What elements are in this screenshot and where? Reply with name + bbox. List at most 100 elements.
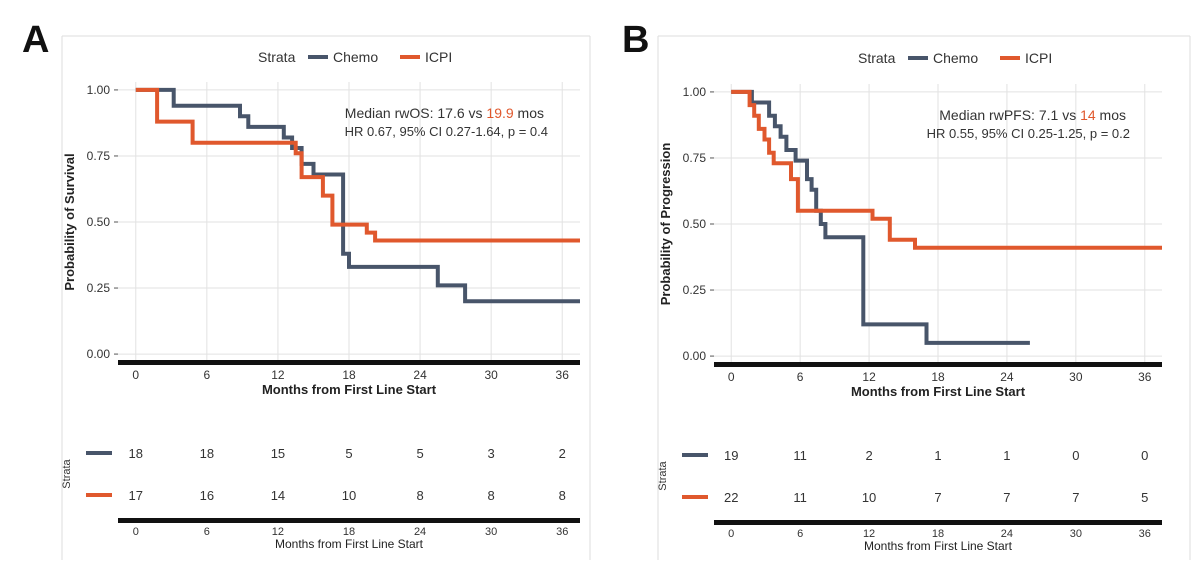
legend-entry-chemo: Chemo (908, 50, 978, 66)
y-tick-label: 0.50 (683, 217, 707, 231)
risk-count: 8 (416, 488, 423, 503)
risk-count: 14 (271, 488, 285, 503)
x-axis-label: Months from First Line Start (851, 384, 1026, 399)
risk-table-axis-line (118, 518, 580, 523)
x-tick-label: 36 (1138, 370, 1152, 384)
x-tick-label: 18 (931, 370, 945, 384)
gridlines (714, 84, 1162, 364)
risk-table-tick-label: 12 (272, 526, 284, 538)
x-tick-label: 0 (728, 370, 735, 384)
legend-label-icpi: ICPI (425, 49, 452, 65)
risk-count: 11 (793, 448, 807, 463)
risk-count: 10 (862, 490, 876, 505)
risk-table-tick-label: 30 (1070, 528, 1082, 540)
legend: Strata Chemo ICPI (858, 50, 1052, 66)
risk-table-xlabel: Months from First Line Start (275, 537, 424, 551)
risk-table-tick-label: 24 (1001, 528, 1013, 540)
risk-count: 18 (129, 446, 143, 461)
legend-label-chemo: Chemo (333, 49, 378, 65)
risk-count: 2 (559, 446, 566, 461)
risk-row-icpi: 22 11 10 7 7 7 5 (682, 490, 1148, 505)
risk-table-tick-label: 6 (797, 528, 803, 540)
risk-row-icpi: 17 16 14 10 8 8 8 (86, 488, 566, 503)
risk-count: 18 (200, 446, 214, 461)
risk-count: 15 (271, 446, 285, 461)
risk-count: 5 (416, 446, 423, 461)
risk-count: 10 (342, 488, 356, 503)
x-axis-line (118, 360, 580, 365)
y-tick-label: 1.00 (683, 85, 707, 99)
risk-table-tick-label: 12 (863, 528, 875, 540)
risk-table-tick-label: 18 (343, 526, 355, 538)
x-tick-label: 12 (862, 370, 876, 384)
x-tick-label: 30 (1069, 370, 1083, 384)
risk-table: 18 18 15 5 5 3 2 17 16 14 10 8 8 8 Strata 0 6 12 18 24 30 36 M… (61, 446, 580, 551)
legend-label-icpi: ICPI (1025, 50, 1052, 66)
risk-table-tick-label: 0 (728, 528, 734, 540)
km-figure-b: B Strata Chemo ICPI 0.00 0.25 0.50 0.75 1.00 Medi… (622, 19, 1191, 560)
risk-count: 2 (865, 448, 872, 463)
risk-table-tick-label: 36 (556, 526, 568, 538)
risk-count: 0 (1141, 448, 1148, 463)
km-curve-chemo (135, 87, 580, 304)
y-tick-label: 0.25 (87, 281, 111, 295)
risk-table-ylabel: Strata (657, 460, 669, 490)
panel-letter: B (622, 19, 649, 61)
annotation-median-prefix: Median rwPFS: 7.1 vs (939, 107, 1080, 123)
risk-count: 19 (724, 448, 738, 463)
risk-count: 8 (559, 488, 566, 503)
risk-table-tick-label: 0 (133, 526, 139, 538)
annotation-median-prefix: Median rwOS: 17.6 vs (345, 105, 487, 121)
y-tick-label: 0.75 (683, 151, 707, 165)
annotation-median-icpi: 19.9 (486, 105, 513, 121)
annotation-median-suffix: mos (514, 105, 544, 121)
annotation-median: Median rwPFS: 7.1 vs 14 mos (939, 107, 1126, 123)
x-tick-label: 30 (484, 368, 498, 382)
legend-entry-chemo: Chemo (308, 49, 378, 65)
annotation-median-suffix: mos (1096, 107, 1126, 123)
risk-table-ylabel: Strata (61, 458, 73, 488)
y-tick-label: 0.75 (87, 149, 111, 163)
x-axis-line (714, 362, 1162, 367)
y-tick-label: 1.00 (87, 83, 111, 97)
legend-entry-icpi: ICPI (400, 49, 452, 65)
risk-table-tick-label: 6 (204, 526, 210, 538)
km-curve-icpi (135, 87, 580, 243)
y-tick-label: 0.00 (87, 347, 111, 361)
risk-row-chemo: 18 18 15 5 5 3 2 (86, 446, 566, 461)
risk-row-chemo: 19 11 2 1 1 0 0 (682, 448, 1148, 463)
gridlines (118, 82, 580, 362)
legend-title: Strata (858, 50, 896, 66)
risk-table-tick-label: 24 (414, 526, 426, 538)
risk-count: 7 (1003, 490, 1010, 505)
x-tick-label: 36 (556, 368, 570, 382)
annotation-text: Median rwPFS: 7.1 vs 14 mos HR 0.55, 95% … (927, 107, 1130, 141)
legend: Strata Chemo ICPI (258, 49, 452, 65)
risk-count: 1 (934, 448, 941, 463)
panel-letter: A (22, 19, 49, 61)
y-axis-label: Probability of Survival (62, 153, 77, 290)
x-tick-label: 24 (413, 368, 427, 382)
x-tick-label: 6 (797, 370, 804, 384)
risk-count: 16 (200, 488, 214, 503)
legend-title: Strata (258, 49, 296, 65)
panel-b: B Strata Chemo ICPI 0.00 0.25 0.50 0.75 1.00 Medi… (600, 0, 1200, 569)
risk-count: 5 (1141, 490, 1148, 505)
risk-count: 3 (488, 446, 495, 461)
risk-table-tick-label: 36 (1139, 528, 1151, 540)
km-curve-icpi (731, 89, 1162, 250)
risk-table-xlabel: Months from First Line Start (864, 539, 1013, 553)
risk-count: 11 (793, 490, 807, 505)
risk-count: 7 (1072, 490, 1079, 505)
annotation-hr: HR 0.55, 95% CI 0.25-1.25, p = 0.2 (927, 126, 1130, 141)
x-tick-label: 24 (1000, 370, 1014, 384)
annotation-hr: HR 0.67, 95% CI 0.27-1.64, p = 0.4 (345, 124, 548, 139)
annotation-median: Median rwOS: 17.6 vs 19.9 mos (345, 105, 544, 121)
y-axis-label: Probability of Progression (658, 143, 673, 306)
risk-count: 1 (1003, 448, 1010, 463)
risk-count: 5 (345, 446, 352, 461)
km-curve-chemo (731, 89, 1030, 345)
x-tick-label: 18 (342, 368, 356, 382)
x-tick-label: 6 (204, 368, 211, 382)
